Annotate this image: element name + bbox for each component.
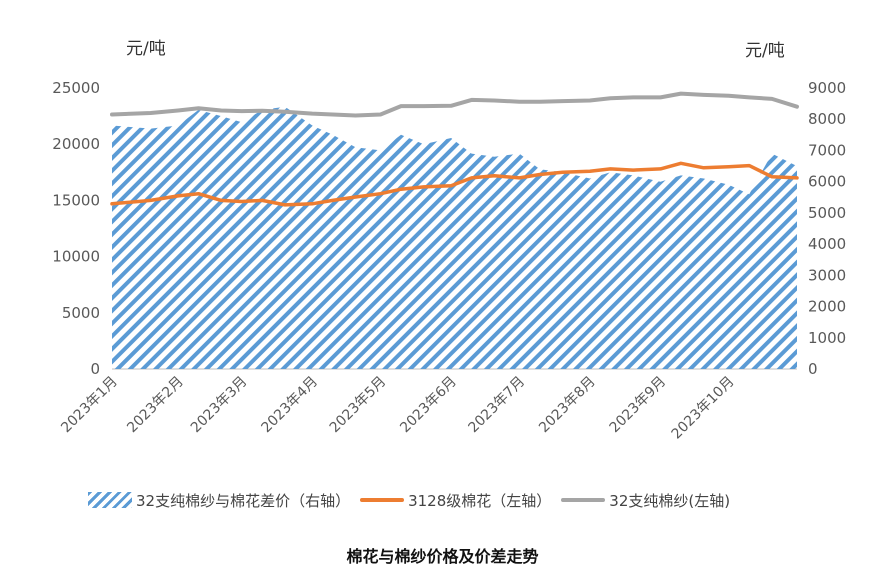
right-tick-label: 1000	[808, 329, 846, 347]
legend-swatch-spread	[88, 492, 132, 508]
left-tick-label: 20000	[52, 135, 100, 153]
x-tick-label: 2023年9月	[607, 374, 670, 437]
right-tick-label: 3000	[808, 266, 846, 284]
series-line-yarn	[110, 91, 799, 118]
left-tick-label: 10000	[52, 248, 100, 266]
left-axis: 0 5000 10000 15000 20000 25000	[52, 79, 100, 378]
left-tick-label: 0	[90, 360, 100, 378]
x-tick-label: 2023年5月	[327, 374, 390, 437]
legend-label-cotton: 3128级棉花（左轴）	[408, 491, 552, 510]
series-line-cotton	[110, 161, 799, 207]
right-tick-label: 2000	[808, 298, 846, 316]
x-tick-label: 2023年1月	[58, 374, 121, 437]
series-area-spread	[112, 106, 797, 369]
x-tick-label: 2023年6月	[397, 374, 460, 437]
legend-swatch-yarn	[561, 498, 606, 502]
legend-item-cotton: 3128级棉花（左轴）	[360, 490, 551, 511]
right-tick-label: 9000	[808, 79, 846, 97]
right-tick-label: 6000	[808, 173, 846, 191]
legend-swatch-cotton	[360, 498, 405, 502]
right-unit-label: 元/吨	[745, 41, 785, 61]
x-axis: 2023年1月 2023年2月 2023年3月 2023年4月 2023年5月 2023年…	[58, 374, 737, 443]
left-tick-label: 25000	[52, 79, 100, 97]
legend-label-spread: 32支纯棉纱与棉花差价（右轴）	[136, 491, 351, 510]
right-tick-label: 8000	[808, 110, 846, 128]
x-tick-label: 2023年3月	[188, 374, 251, 437]
legend-label-yarn: 32支纯棉纱(左轴)	[609, 491, 731, 510]
x-tick-label: 2023年7月	[466, 374, 529, 437]
left-tick-label: 5000	[62, 304, 100, 322]
right-tick-label: 7000	[808, 141, 846, 159]
x-tick-label: 2023年4月	[258, 374, 321, 437]
right-axis: 0 1000 2000 3000 4000 5000 6000 7000 8000 9000	[808, 79, 846, 378]
left-tick-label: 15000	[52, 191, 100, 209]
legend-item-spread: 32支纯棉纱与棉花差价（右轴）	[88, 490, 350, 511]
x-tick-label: 2023年10月	[669, 374, 738, 443]
right-tick-label: 5000	[808, 204, 846, 222]
left-unit-label: 元/吨	[126, 39, 166, 59]
legend-item-yarn: 32支纯棉纱(左轴)	[561, 490, 730, 511]
right-tick-label: 0	[808, 360, 818, 378]
x-tick-label: 2023年2月	[124, 374, 187, 437]
right-tick-label: 4000	[808, 235, 846, 253]
plot-area	[110, 91, 799, 369]
x-tick-label: 2023年8月	[536, 374, 599, 437]
legend: 32支纯棉纱与棉花差价（右轴） 3128级棉花（左轴） 32支纯棉纱(左轴)	[88, 488, 740, 512]
chart-title: 棉花与棉纱价格及价差走势	[346, 547, 539, 566]
